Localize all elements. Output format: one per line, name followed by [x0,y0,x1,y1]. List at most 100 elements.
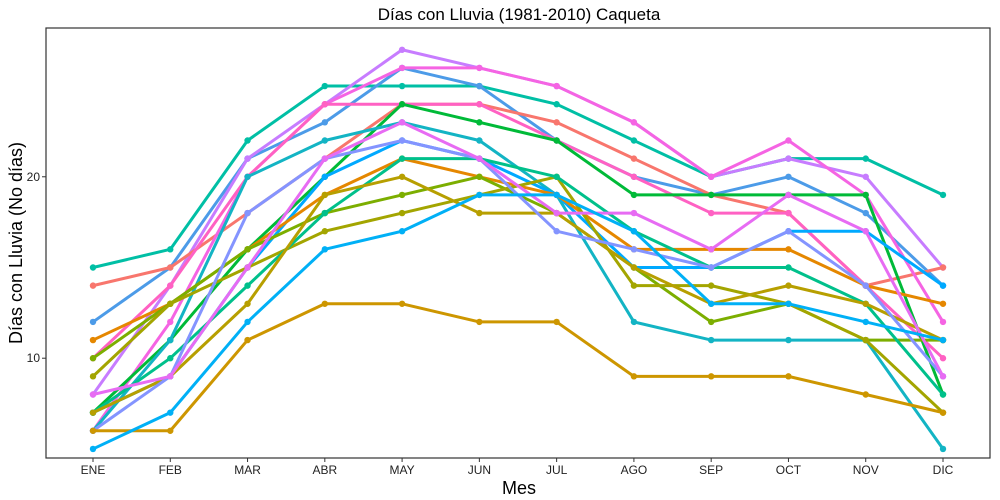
data-point [707,282,715,289]
y-tick-label: 10 [27,351,41,365]
data-point [707,318,715,326]
data-point [630,155,638,162]
data-point [398,101,406,108]
data-point [244,300,251,307]
series-17 [89,300,947,434]
data-point [167,355,174,362]
data-point [630,119,638,126]
data-point [939,391,947,398]
data-point [862,228,869,235]
data-point [785,173,792,180]
data-point [244,137,251,144]
data-point [167,246,174,253]
x-tick-label: NOV [853,463,879,477]
data-point [785,155,792,162]
data-point [630,191,638,199]
data-point [321,137,329,144]
data-point [321,228,329,235]
data-point [553,101,560,108]
data-point [321,101,329,108]
data-point [321,82,329,90]
data-point [476,191,483,199]
series-16 [89,119,947,398]
data-point [167,336,174,344]
data-point [244,209,251,217]
data-point [321,191,329,199]
data-point [476,119,483,126]
data-point [939,409,947,416]
data-point [707,373,715,380]
data-point [398,64,406,72]
data-point [167,409,174,416]
data-point [939,264,947,271]
data-point [862,191,869,199]
data-point [167,318,174,326]
series-3 [89,46,947,398]
data-point [398,137,406,144]
data-point [167,282,174,289]
data-point [167,264,174,271]
data-point [553,137,560,144]
data-point [553,191,560,199]
data-point [785,137,792,144]
data-point [476,318,483,326]
data-point [476,155,483,162]
data-point [707,246,715,253]
data-point [862,300,869,307]
data-point [707,191,715,199]
series-line [91,102,945,415]
data-point [89,409,97,416]
data-point [89,336,97,344]
data-point [244,282,251,289]
data-point [785,300,792,307]
x-tick-label: JUN [468,463,491,477]
data-point [707,173,715,180]
series-5 [89,64,947,434]
series-7 [89,101,947,416]
data-point [553,119,560,126]
data-point [939,336,947,344]
data-point [89,318,97,326]
data-point [398,300,406,307]
data-point [630,282,638,289]
chart-title: Días con Lluvia (1981-2010) Caqueta [378,5,661,24]
data-point [785,191,792,199]
data-point [398,209,406,217]
data-point [553,82,560,90]
data-point [89,391,97,398]
data-point [321,246,329,253]
x-tick-label: OCT [776,463,802,477]
data-point [244,336,251,344]
data-point [939,445,947,453]
data-point [244,155,251,162]
data-point [398,191,406,199]
data-point [707,264,715,271]
data-point [785,264,792,271]
data-point [89,445,97,453]
data-point [244,246,251,253]
data-point [398,155,406,162]
data-point [785,209,792,217]
data-point [707,336,715,344]
data-point [476,173,483,180]
series-line [91,302,945,433]
data-point [862,282,869,289]
data-point [862,209,869,217]
x-tick-label: SEP [699,463,723,477]
series-layer [89,46,947,453]
data-point [553,209,560,217]
data-point [553,228,560,235]
data-point [785,336,792,344]
x-tick-label: FEB [159,463,182,477]
x-tick-label: ENE [81,463,106,477]
data-point [785,246,792,253]
data-point [398,82,406,90]
data-point [862,318,869,326]
data-point [630,228,638,235]
data-point [89,355,97,362]
series-line [91,157,945,415]
data-point [476,101,483,108]
data-point [939,318,947,326]
